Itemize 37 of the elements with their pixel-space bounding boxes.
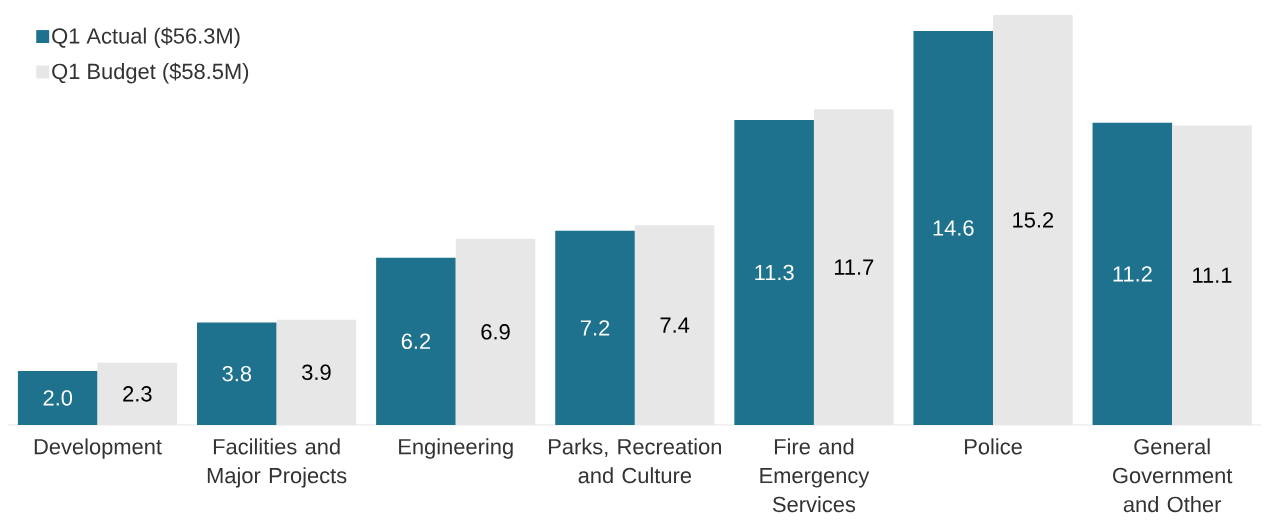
bar — [634, 225, 715, 425]
data-label: 3.9 — [302, 364, 331, 380]
x-tick-label: Parks, Recreation and Culture — [549, 438, 721, 484]
bar — [813, 109, 894, 425]
x-tick-label: Engineering — [399, 438, 513, 459]
bar — [555, 230, 635, 425]
data-label: 7.4 — [660, 317, 690, 333]
data-label: 7.2 — [580, 319, 610, 336]
bar — [197, 322, 277, 425]
bar — [97, 362, 178, 425]
x-tick-label: Fire and Emergency Services — [760, 438, 870, 512]
bar — [1172, 125, 1252, 425]
x-tick-label: Police — [965, 438, 1022, 455]
data-label: 11.1 — [1193, 267, 1232, 283]
data-label: 11.3 — [755, 264, 794, 281]
x-tick-label: General Government and Other — [1113, 438, 1233, 512]
bar — [913, 30, 994, 425]
legend-label: Q1 Actual ($56.3M) — [52, 27, 240, 48]
data-label: 15.2 — [1013, 211, 1054, 228]
data-label: 3.8 — [222, 365, 252, 382]
bar — [993, 14, 1073, 425]
data-label: 6.9 — [481, 323, 510, 340]
x-tick-label: Development — [34, 438, 162, 459]
data-label: 14.6 — [933, 220, 974, 236]
bar — [276, 319, 357, 425]
data-label: 11.2 — [1113, 266, 1152, 282]
bar — [734, 119, 814, 425]
x-tick-label: Facilities and Major Projects — [207, 438, 347, 488]
legend-label: Q1 Budget ($58.5M) — [52, 62, 249, 84]
bar — [376, 257, 456, 425]
data-label: 11.7 — [834, 259, 874, 275]
data-label: 2.0 — [43, 389, 73, 406]
bar — [455, 238, 536, 425]
bar — [1092, 122, 1173, 425]
data-label: 2.3 — [123, 385, 152, 402]
bar — [17, 370, 98, 425]
data-label: 6.2 — [401, 333, 431, 349]
